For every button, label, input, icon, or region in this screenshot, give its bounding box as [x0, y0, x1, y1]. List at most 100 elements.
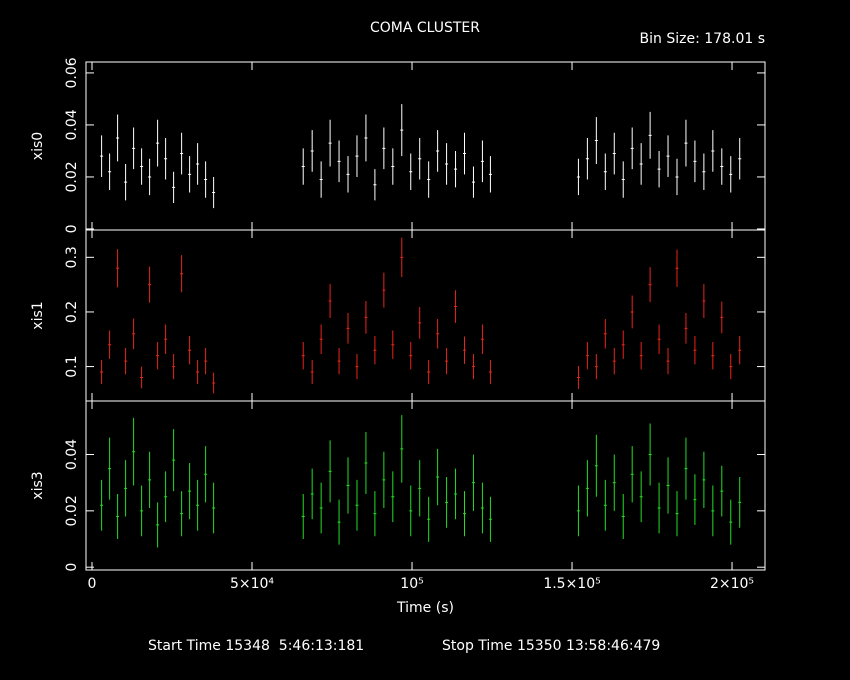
- error-bar: [576, 485, 580, 537]
- error-bar: [418, 460, 422, 517]
- error-bar: [711, 130, 715, 172]
- error-bar: [391, 471, 395, 523]
- error-bar: [729, 499, 733, 545]
- error-bar: [346, 457, 350, 514]
- error-bar: [204, 446, 208, 503]
- error-bar: [738, 477, 742, 528]
- error-bar: [427, 496, 431, 542]
- error-bar: [711, 485, 715, 537]
- error-bar: [463, 336, 467, 364]
- error-bar: [480, 140, 484, 183]
- error-bar: [621, 493, 625, 540]
- error-bar: [172, 171, 176, 203]
- x-tick-label: 1.5×10⁵: [543, 576, 600, 592]
- stop-time: Stop Time 15350 13:58:46:479: [442, 638, 660, 654]
- error-bar: [148, 266, 152, 303]
- error-bar: [346, 156, 350, 193]
- x-tick-label: 2×10⁵: [710, 576, 754, 592]
- error-bar: [693, 474, 697, 525]
- panel-frame: [85, 400, 766, 571]
- error-bar: [132, 127, 136, 170]
- error-bar: [310, 130, 314, 172]
- y-tick-label: 0.1: [64, 355, 80, 377]
- error-bar: [328, 119, 332, 167]
- x-axis-label: Time (s): [396, 600, 454, 616]
- error-bar: [666, 457, 670, 514]
- error-bar: [301, 341, 305, 370]
- error-bar: [364, 301, 368, 334]
- error-bar: [140, 148, 144, 185]
- error-bar: [364, 431, 368, 494]
- error-bar: [702, 451, 706, 509]
- error-bar: [301, 148, 305, 185]
- error-bar: [603, 153, 607, 190]
- error-bar: [463, 491, 467, 537]
- error-bar: [702, 153, 706, 190]
- error-bar: [445, 143, 449, 185]
- error-bar: [480, 324, 484, 355]
- panel-frame: [85, 61, 766, 231]
- error-bar: [720, 148, 724, 185]
- error-bar: [337, 499, 341, 545]
- error-bar: [666, 135, 670, 177]
- error-bar: [585, 137, 589, 180]
- error-bar: [648, 111, 652, 159]
- error-bar: [132, 318, 136, 350]
- error-bar: [355, 479, 359, 531]
- error-bar: [188, 156, 192, 193]
- y-tick-label: 0.02: [64, 161, 80, 192]
- error-bar: [594, 117, 598, 164]
- error-bar: [391, 330, 395, 359]
- error-bar: [684, 437, 688, 500]
- error-bar: [445, 348, 449, 375]
- error-bar: [204, 161, 208, 198]
- error-bar: [148, 158, 152, 196]
- y-tick-label: 0.04: [64, 439, 80, 470]
- error-bar: [409, 341, 413, 370]
- error-bar: [180, 255, 184, 293]
- error-bar: [603, 479, 607, 531]
- error-bar: [720, 465, 724, 517]
- y-tick-label: 0.2: [64, 301, 80, 323]
- error-bar: [463, 132, 467, 175]
- error-bar: [488, 156, 492, 193]
- error-bar: [612, 348, 616, 375]
- error-bar: [436, 319, 440, 349]
- error-bar: [418, 137, 422, 180]
- error-bar: [488, 360, 492, 385]
- error-bar: [140, 485, 144, 537]
- x-tick-label: 5×10⁴: [230, 576, 274, 592]
- error-bar: [720, 301, 724, 334]
- error-bar: [180, 491, 184, 537]
- error-bar: [738, 137, 742, 180]
- error-bar: [328, 284, 332, 318]
- error-bar: [172, 429, 176, 492]
- error-bar: [382, 451, 386, 509]
- y-tick-label: 0.02: [64, 495, 80, 526]
- error-bar: [148, 451, 152, 509]
- error-bar: [188, 335, 192, 365]
- error-bar: [648, 423, 652, 486]
- error-bar: [400, 237, 404, 277]
- error-bar: [100, 360, 104, 385]
- error-bar: [132, 417, 136, 486]
- error-bar: [471, 354, 475, 380]
- error-bar: [196, 143, 200, 185]
- error-bar: [471, 166, 475, 198]
- error-bar: [108, 153, 112, 190]
- error-bar: [657, 482, 661, 534]
- y-axis-label: xis0: [30, 132, 46, 160]
- error-bar: [196, 360, 200, 385]
- error-bar: [612, 132, 616, 175]
- error-bar: [319, 482, 323, 534]
- error-bar: [488, 496, 492, 542]
- error-bar: [328, 440, 332, 503]
- error-bar: [164, 471, 168, 523]
- error-bar: [156, 341, 160, 370]
- start-time: Start Time 15348 5:46:13:181: [148, 638, 364, 654]
- error-bar: [639, 143, 643, 185]
- error-bar: [212, 176, 216, 209]
- y-tick-label: 0: [64, 224, 80, 233]
